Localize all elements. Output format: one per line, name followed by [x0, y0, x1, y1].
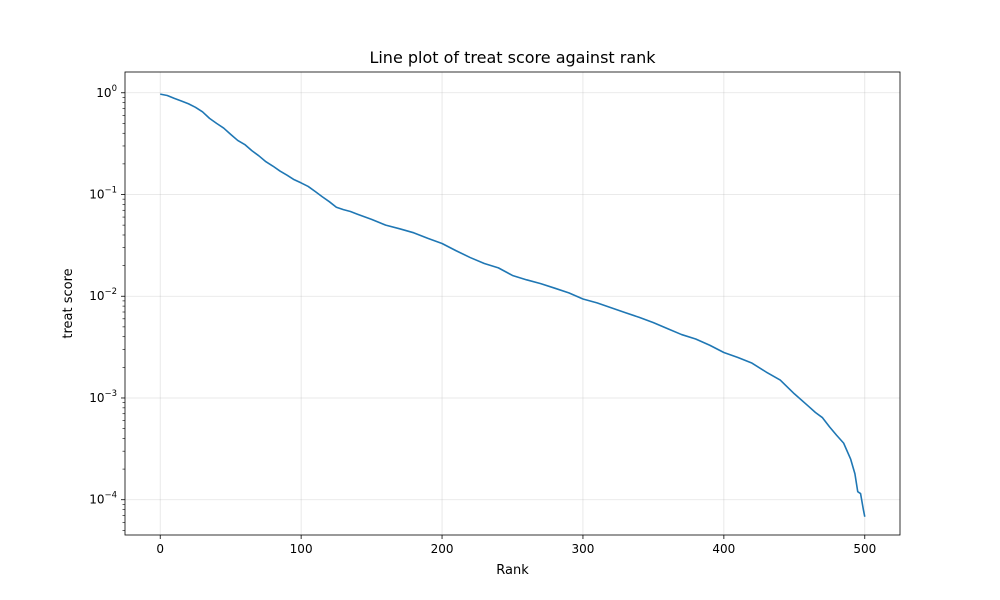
y-tick-label: 10−4 — [89, 491, 117, 507]
x-tick-label: 400 — [712, 542, 735, 556]
y-tick-label: 10−2 — [89, 287, 117, 303]
x-tick-label: 300 — [572, 542, 595, 556]
series-line — [160, 93, 866, 517]
x-tick-label: 0 — [156, 542, 164, 556]
y-tick-label: 100 — [96, 84, 117, 100]
labels-layer: Line plot of treat score against rank Ra… — [61, 48, 656, 578]
chart-title: Line plot of treat score against rank — [369, 48, 656, 67]
series-layer — [160, 93, 866, 517]
y-tick-label: 10−3 — [89, 389, 117, 405]
ticks-layer: 0 100 200 300 400 500 10−4 10−3 10−2 10−1 100 — [89, 84, 876, 556]
plot-frame — [124, 71, 901, 536]
y-axis-label: treat score — [61, 268, 76, 338]
x-axis-label: Rank — [496, 563, 529, 578]
x-tick-label: 100 — [290, 542, 313, 556]
y-tick-label: 10−1 — [89, 186, 117, 202]
x-tick-label: 500 — [853, 542, 876, 556]
grid-layer — [125, 72, 900, 535]
x-tick-label: 200 — [431, 542, 454, 556]
